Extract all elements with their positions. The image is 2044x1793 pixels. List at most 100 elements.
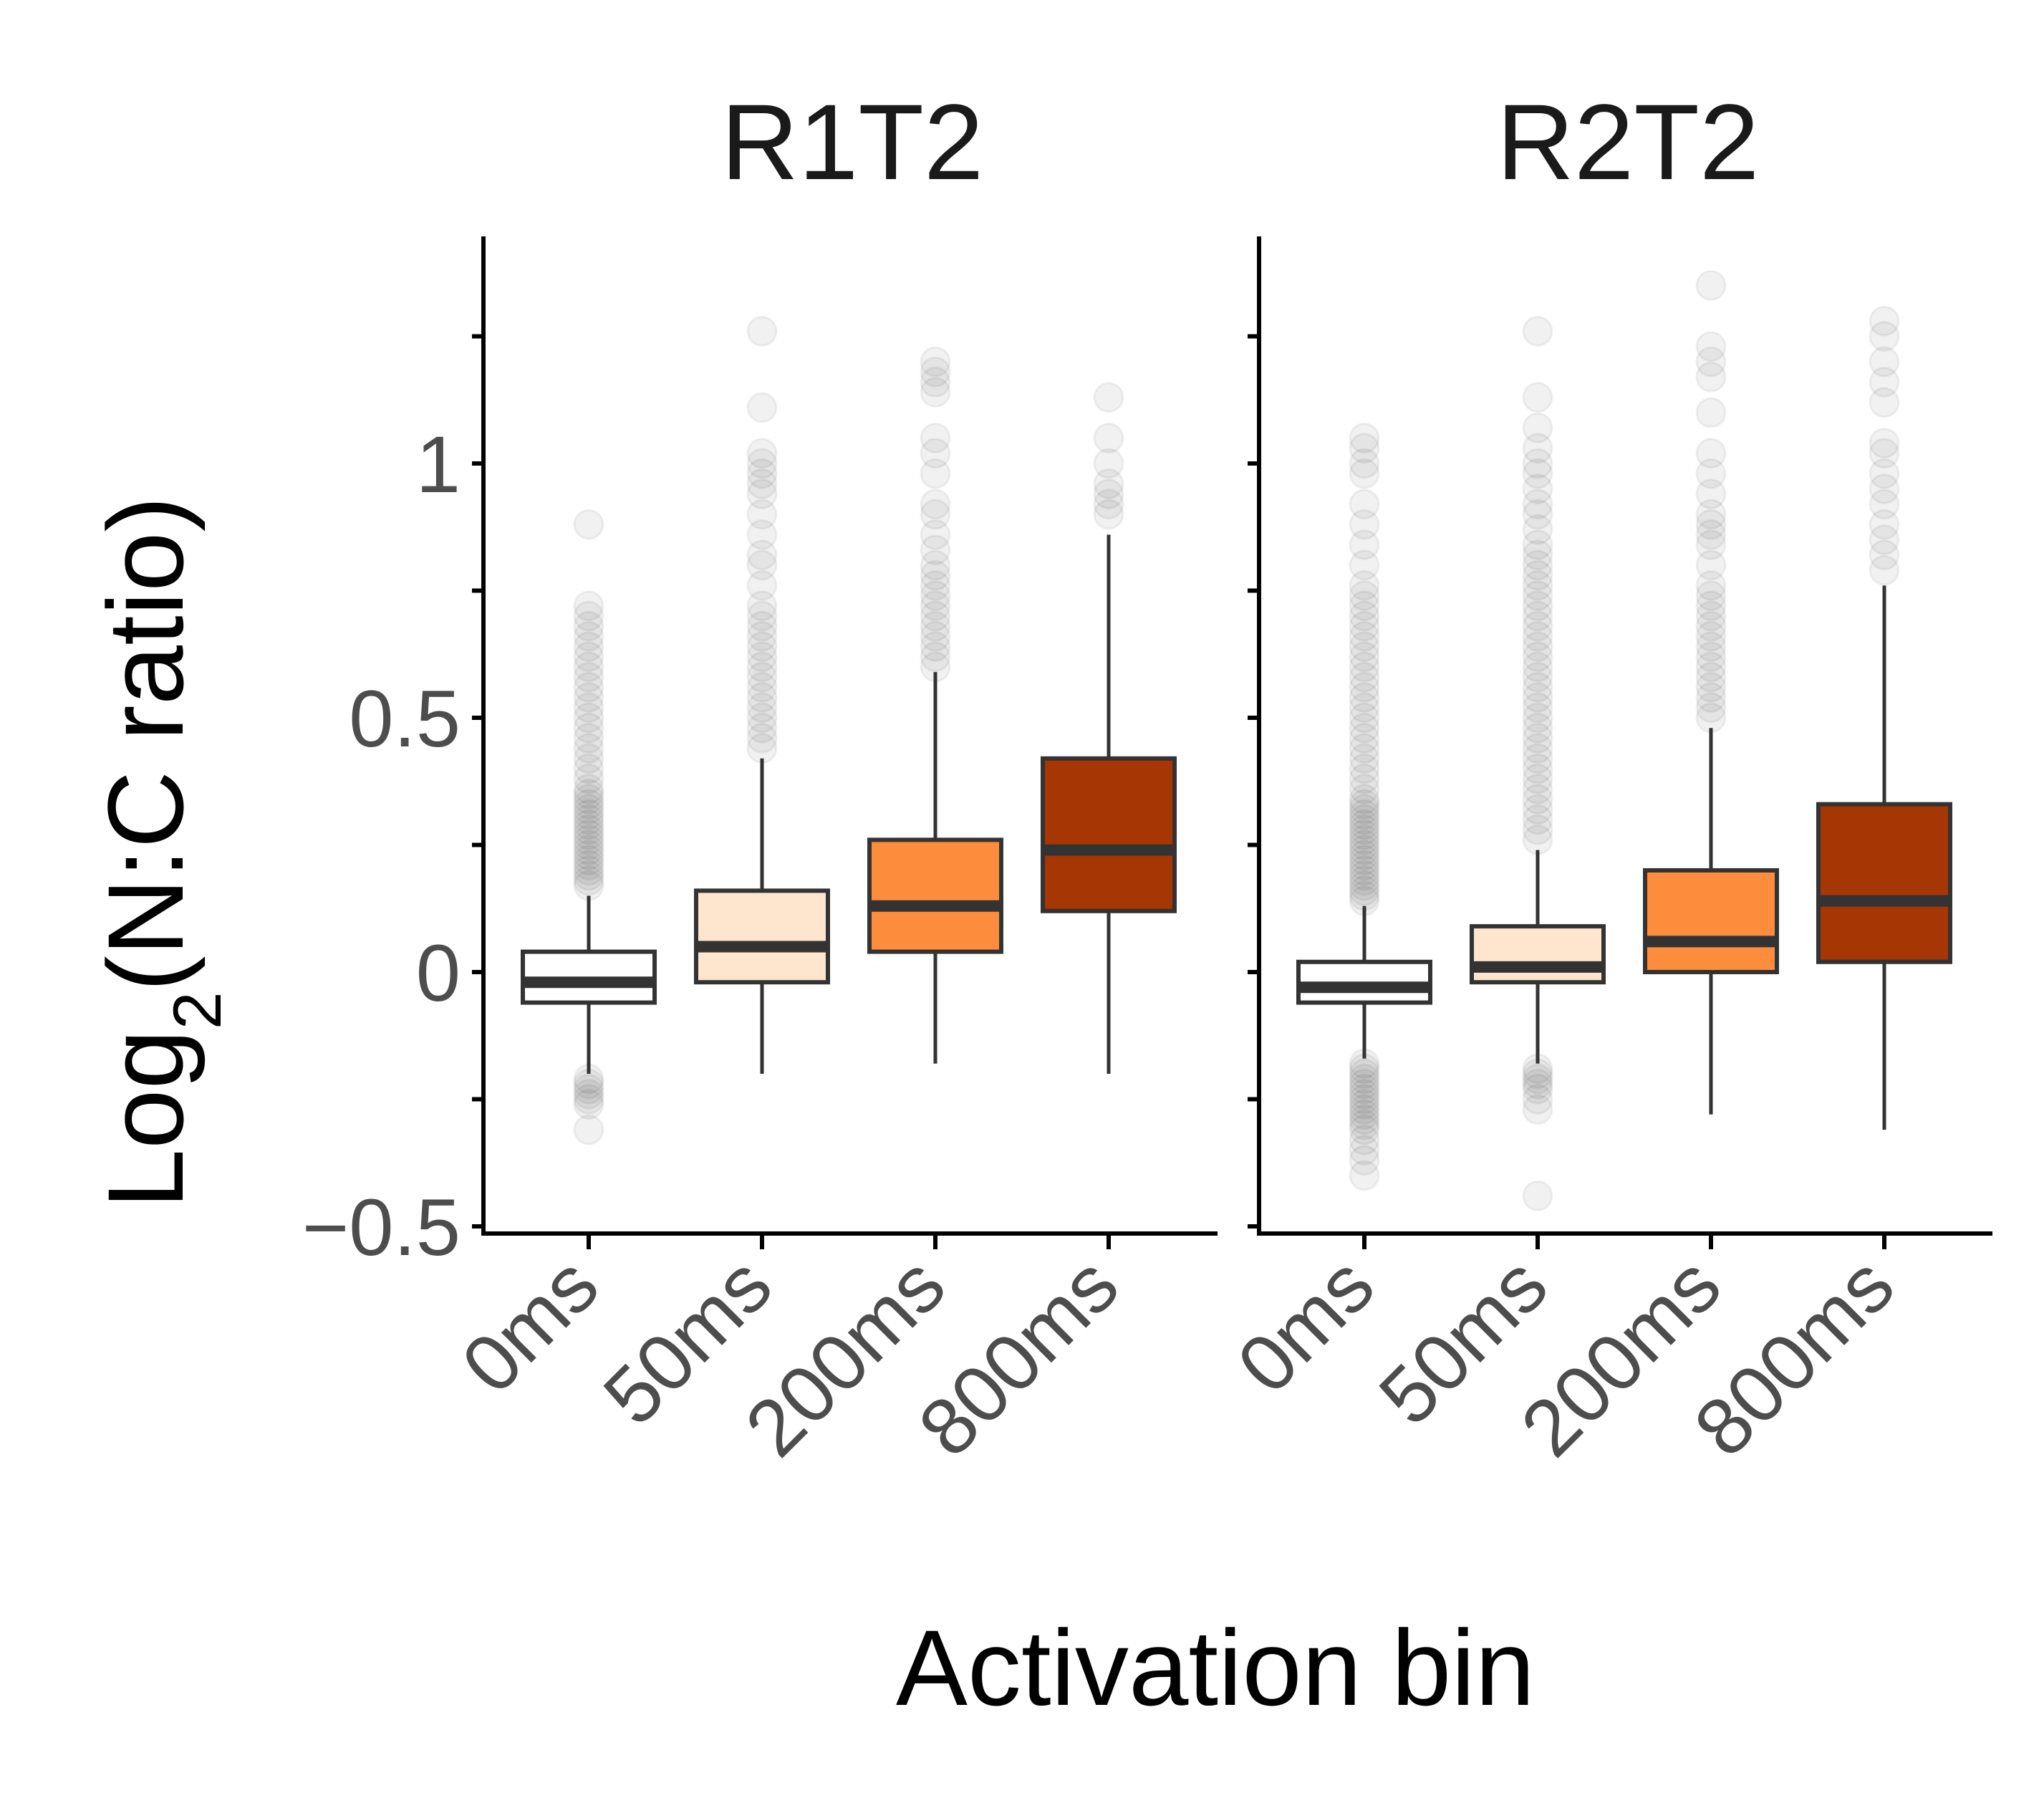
outlier-point xyxy=(920,458,951,489)
outlier-point xyxy=(746,569,778,601)
x-tick-label: 0ms xyxy=(1220,1240,1391,1410)
outlier-point xyxy=(573,789,604,820)
outlier-point xyxy=(1522,651,1553,683)
outlier-point xyxy=(1695,641,1727,673)
outlier-point xyxy=(573,855,604,886)
outlier-point xyxy=(920,346,951,378)
outlier-point xyxy=(1349,799,1380,830)
outlier-point xyxy=(1349,784,1380,815)
outlier-point xyxy=(573,753,604,784)
outlier-point xyxy=(1349,671,1380,703)
outlier-point xyxy=(1349,814,1380,845)
outlier-point xyxy=(1522,580,1553,612)
outlier-point xyxy=(746,468,778,499)
outlier-point xyxy=(746,631,778,663)
outlier-point xyxy=(1695,438,1727,469)
outlier-point xyxy=(746,549,778,581)
panel-title: R1T2 xyxy=(721,82,984,202)
outlier-point xyxy=(1349,804,1380,835)
y-axis-title-subscript: 2 xyxy=(160,991,236,1029)
outlier-point xyxy=(920,580,951,612)
outlier-point xyxy=(920,499,951,530)
y-tick-label: −0.5 xyxy=(302,1183,461,1272)
outlier-point xyxy=(1349,845,1380,876)
outlier-point xyxy=(1522,804,1553,835)
outlier-point xyxy=(1869,554,1900,586)
outlier-point xyxy=(1695,651,1727,683)
outlier-point xyxy=(1349,569,1380,601)
outlier-point xyxy=(1522,1073,1553,1105)
outlier-point xyxy=(1093,448,1124,479)
outlier-point xyxy=(573,794,604,825)
outlier-point xyxy=(573,819,604,850)
outlier-point xyxy=(1349,865,1380,896)
outlier-point xyxy=(920,610,951,642)
outlier-point xyxy=(1349,794,1380,825)
outlier-point xyxy=(1093,468,1124,499)
outlier-point xyxy=(1349,641,1380,673)
outlier-point xyxy=(1349,773,1380,804)
outlier-point xyxy=(573,865,604,896)
outlier-point xyxy=(1349,661,1380,693)
outlier-point xyxy=(1522,315,1553,347)
y-axis-title-prefix: Log xyxy=(85,1029,206,1208)
outlier-point xyxy=(1349,423,1380,453)
outlier-point xyxy=(1695,479,1727,510)
outlier-point xyxy=(1695,458,1727,489)
outlier-point xyxy=(1349,1145,1380,1176)
outlier-point xyxy=(746,641,778,673)
outlier-point xyxy=(573,671,604,703)
outlier-point xyxy=(1522,763,1553,794)
outlier-point xyxy=(1522,620,1553,652)
outlier-point xyxy=(920,377,951,408)
outlier-point xyxy=(573,1078,604,1110)
outlier-point xyxy=(746,479,778,510)
outlier-point xyxy=(1522,712,1553,744)
outlier-point xyxy=(1522,1180,1553,1211)
y-axis-title-suffix: (N:C ratio) xyxy=(85,496,206,992)
outlier-point xyxy=(1522,489,1553,520)
outlier-point xyxy=(1349,789,1380,820)
x-tick-label: 0ms xyxy=(445,1240,615,1410)
outlier-point xyxy=(1093,479,1124,510)
outlier-point xyxy=(1522,641,1553,673)
outlier-point xyxy=(1869,366,1900,398)
outlier-point xyxy=(1349,763,1380,794)
outlier-point xyxy=(746,499,778,530)
outlier-point xyxy=(1522,692,1553,724)
outlier-point xyxy=(573,784,604,815)
outlier-point xyxy=(746,712,778,744)
outlier-point xyxy=(1349,590,1380,622)
outlier-point xyxy=(1349,692,1380,724)
outlier-point xyxy=(1522,412,1553,443)
outlier-point xyxy=(746,620,778,652)
outlier-point xyxy=(573,1073,604,1105)
outlier-point xyxy=(1522,590,1553,622)
outlier-point xyxy=(1522,631,1553,663)
outlier-point xyxy=(1349,433,1380,464)
outlier-point xyxy=(1349,835,1380,866)
outlier-point xyxy=(1522,433,1553,464)
outlier-point xyxy=(1695,692,1727,724)
outlier-point xyxy=(1695,569,1727,601)
outlier-point xyxy=(920,489,951,520)
outlier-point xyxy=(1522,1084,1553,1115)
outlier-point xyxy=(746,438,778,469)
outlier-point xyxy=(573,779,604,809)
x-tick-label: 200ms xyxy=(1504,1240,1737,1474)
outlier-point xyxy=(1695,331,1727,362)
box-50ms xyxy=(694,888,830,985)
outlier-point xyxy=(573,733,604,764)
outlier-point xyxy=(1349,819,1380,850)
outlier-point xyxy=(1522,514,1553,545)
outlier-point xyxy=(1093,489,1124,520)
outlier-point xyxy=(573,850,604,881)
outlier-point xyxy=(1349,830,1380,860)
outlier-point xyxy=(920,366,951,398)
outlier-point xyxy=(1695,661,1727,693)
outlier-point xyxy=(1349,702,1380,734)
outlier-point xyxy=(1349,549,1380,581)
outlier-point xyxy=(1522,610,1553,642)
outlier-point xyxy=(573,870,604,901)
